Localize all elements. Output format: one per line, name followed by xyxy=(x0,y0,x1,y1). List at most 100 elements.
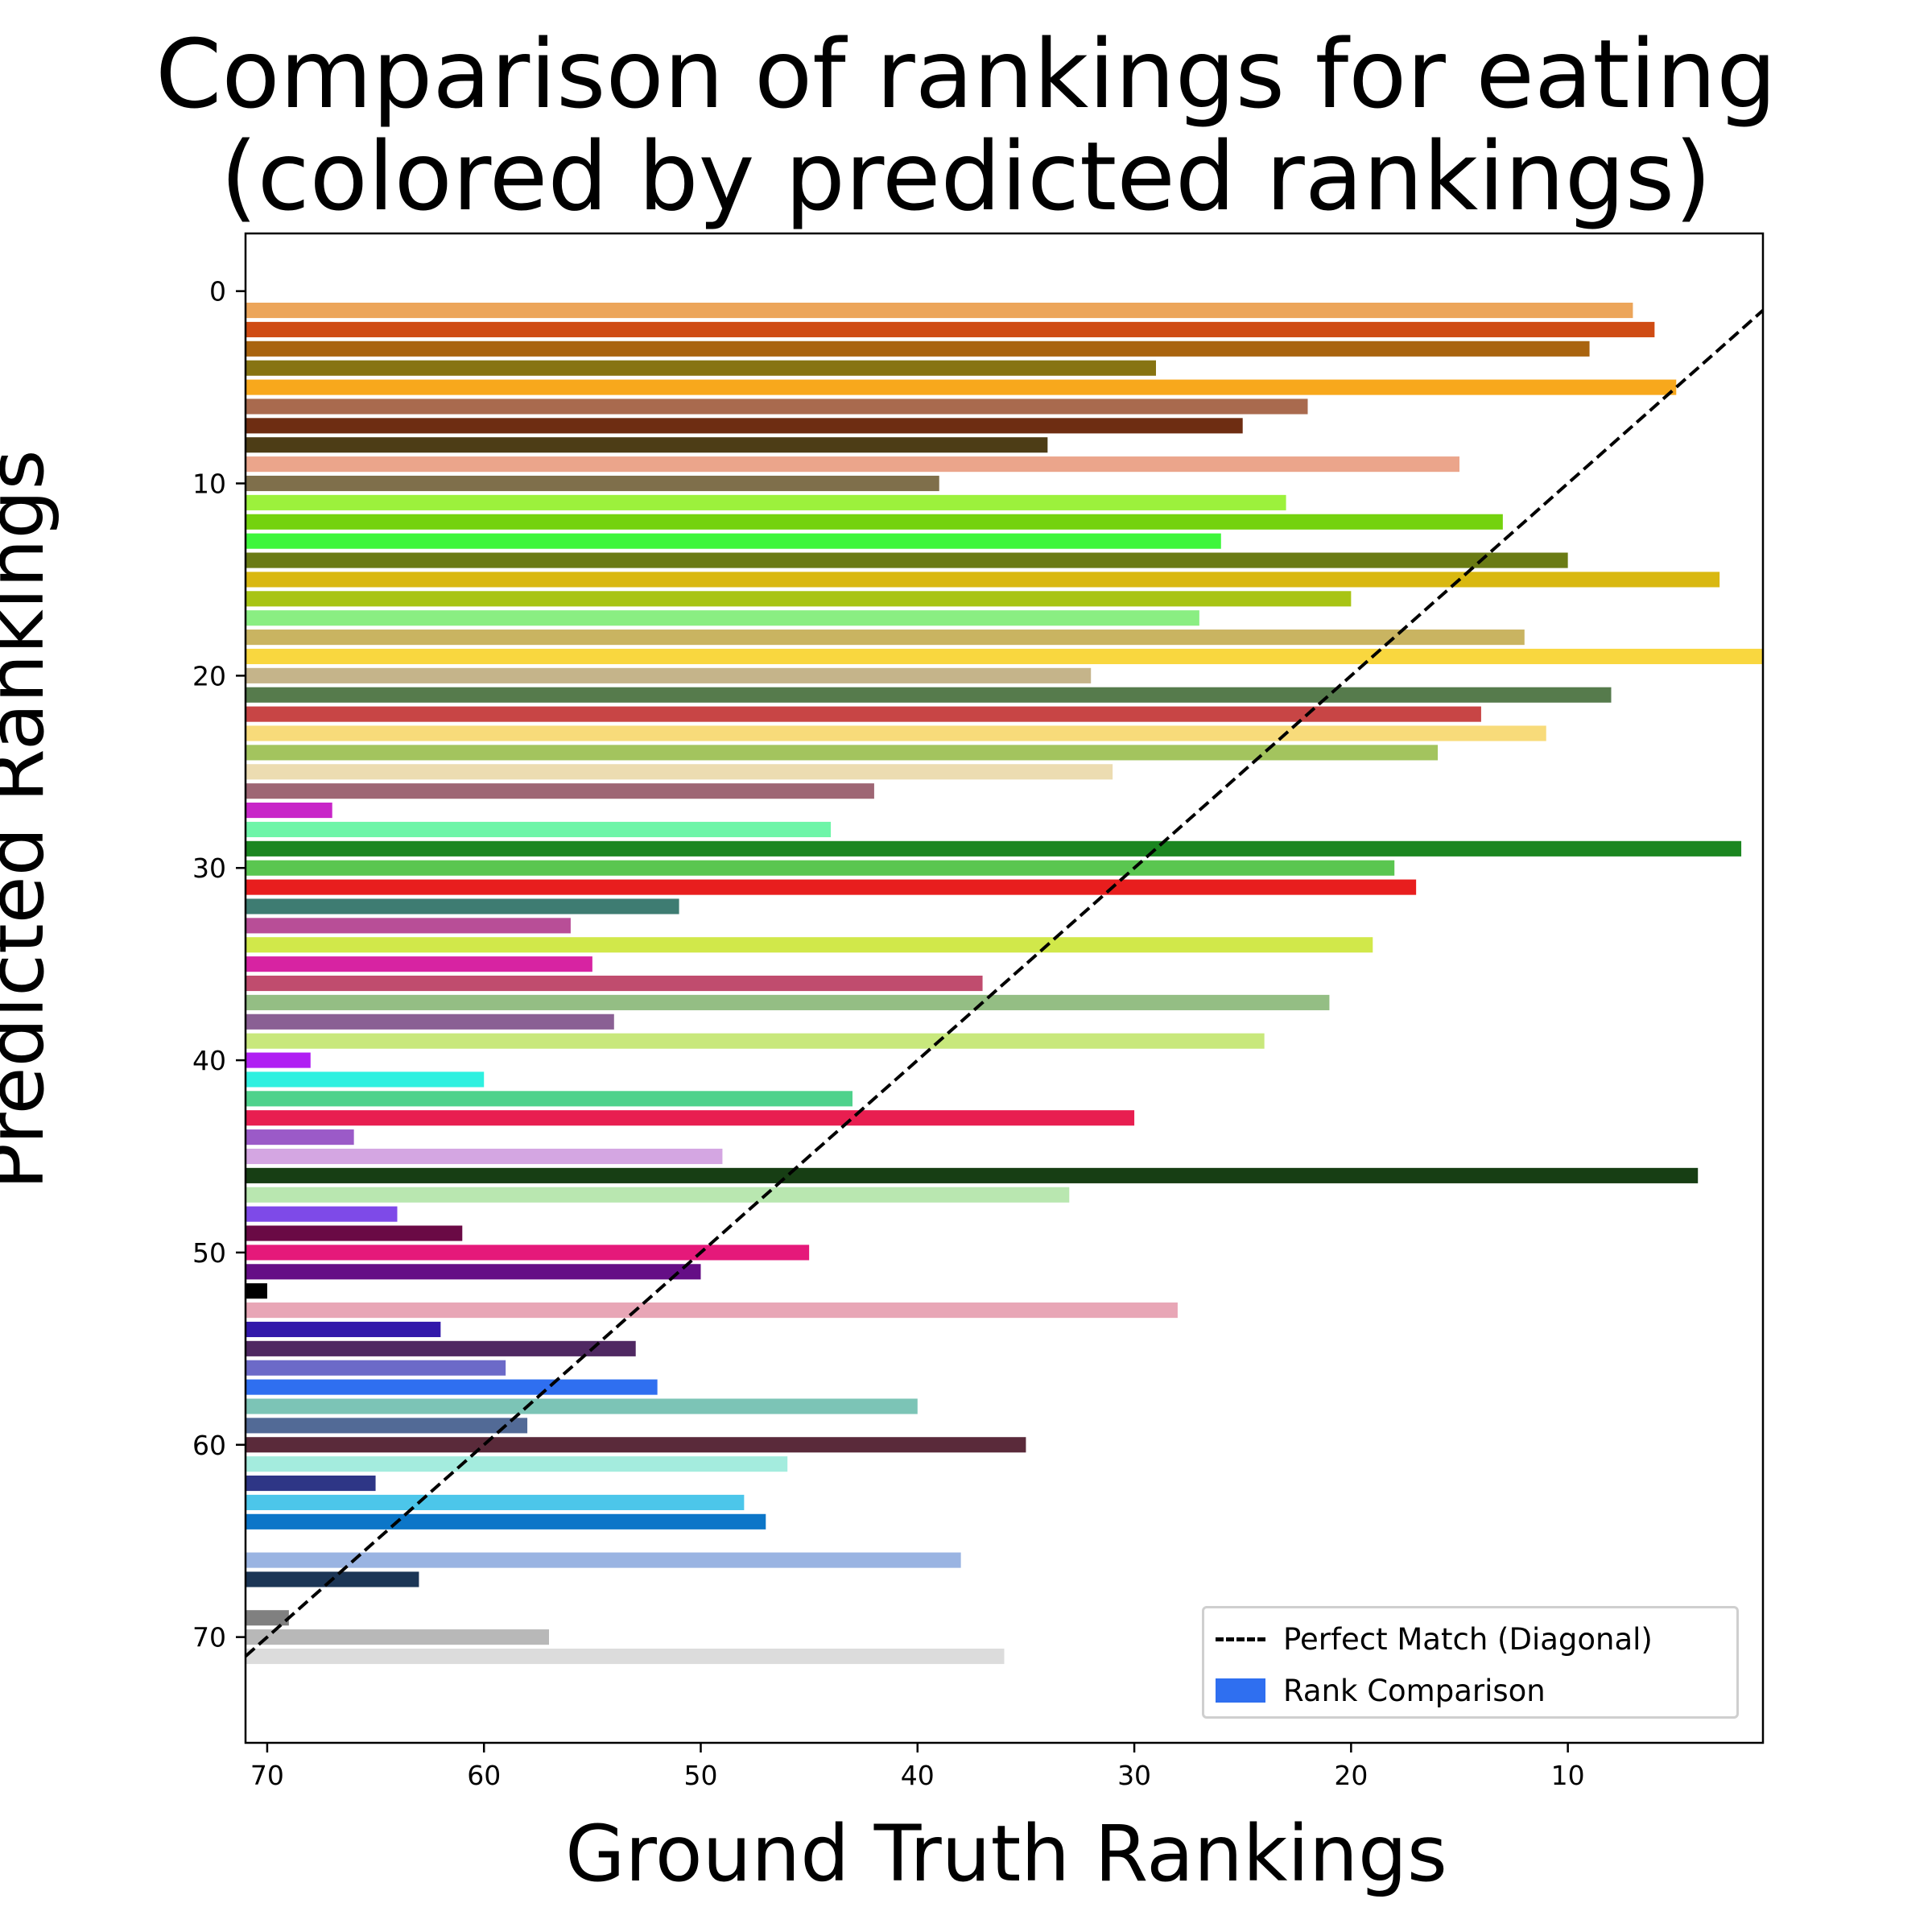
bar-rank-55 xyxy=(246,1340,636,1356)
bar-rank-43 xyxy=(246,1110,1135,1126)
x-tick-label: 40 xyxy=(901,1760,935,1791)
bar-rank-66 xyxy=(246,1552,961,1568)
bar-rank-2 xyxy=(246,321,1655,337)
bar-rank-61 xyxy=(246,1456,788,1472)
bar-swatch xyxy=(1216,1678,1265,1703)
bar-rank-11 xyxy=(246,494,1286,510)
perfect-match-diagonal-line xyxy=(244,309,1765,1658)
bar-rank-23 xyxy=(246,725,1546,741)
legend-entry-diagonal: Perfect Match (Diagonal) xyxy=(1216,1621,1653,1657)
bar-rank-52 xyxy=(246,1283,267,1299)
bar-rank-48 xyxy=(246,1206,398,1222)
bar-rank-29 xyxy=(246,840,1742,857)
bar-rank-35 xyxy=(246,956,592,972)
bar-rank-27 xyxy=(246,803,332,819)
bar-rank-45 xyxy=(246,1148,723,1165)
bar-rank-44 xyxy=(246,1129,354,1146)
bar-rank-63 xyxy=(246,1494,745,1510)
bar-rank-9 xyxy=(246,456,1459,473)
bar-rank-3 xyxy=(246,341,1590,357)
bar-rank-37 xyxy=(246,994,1330,1010)
bar-rank-60 xyxy=(246,1437,1026,1453)
bar-rank-32 xyxy=(246,898,679,914)
bar-rank-24 xyxy=(246,745,1439,761)
bar-rank-20 xyxy=(246,667,1092,683)
x-ticks-layer: 70 60 50 40 30 20 10 xyxy=(250,1743,1585,1791)
bar-rank-38 xyxy=(246,1013,614,1030)
y-tick-label: 30 xyxy=(192,852,226,884)
bar-rank-19 xyxy=(246,648,1763,665)
bar-rank-7 xyxy=(246,418,1243,434)
y-tick-label: 70 xyxy=(192,1622,226,1653)
bar-rank-5 xyxy=(246,379,1677,395)
bars-layer xyxy=(246,302,1763,1665)
x-tick-label: 20 xyxy=(1334,1760,1368,1791)
y-tick-label: 60 xyxy=(192,1430,226,1461)
plot-frame xyxy=(244,232,1765,1744)
chart-title-line-2: (colored by predicted rankings) xyxy=(220,121,1712,232)
bar-rank-50 xyxy=(246,1245,810,1261)
y-tick-label: 0 xyxy=(209,276,226,308)
x-tick-label: 60 xyxy=(467,1760,501,1791)
x-axis-label: Ground Truth Rankings xyxy=(565,1809,1447,1899)
bar-rank-70 xyxy=(246,1629,549,1645)
legend-label-bars: Rank Comparison xyxy=(1283,1673,1546,1708)
legend-label-diagonal: Perfect Match (Diagonal) xyxy=(1283,1621,1653,1657)
bar-rank-28 xyxy=(246,821,832,837)
bar-rank-40 xyxy=(246,1052,311,1068)
bar-rank-15 xyxy=(246,572,1720,588)
y-axis-label: Predicted Rankings xyxy=(0,449,61,1191)
bar-rank-36 xyxy=(246,975,983,992)
bar-rank-18 xyxy=(246,630,1525,646)
bar-rank-41 xyxy=(246,1071,485,1088)
x-tick-label: 10 xyxy=(1551,1760,1585,1791)
bar-rank-21 xyxy=(246,687,1612,703)
y-tick-label: 20 xyxy=(192,660,226,691)
bar-rank-12 xyxy=(246,514,1503,530)
bar-rank-49 xyxy=(246,1225,463,1241)
bar-rank-69 xyxy=(246,1610,289,1626)
bar-rank-71 xyxy=(246,1648,1005,1665)
y-tick-label: 50 xyxy=(192,1237,226,1269)
bar-rank-14 xyxy=(246,552,1568,568)
x-tick-label: 50 xyxy=(684,1760,718,1791)
y-tick-label: 10 xyxy=(192,469,226,500)
legend-entry-bars: Rank Comparison xyxy=(1216,1673,1546,1708)
dashed-line-swatch xyxy=(1216,1637,1265,1641)
bar-rank-56 xyxy=(246,1360,506,1376)
chart-title-line-1: Comparison of rankings for eating xyxy=(155,19,1777,130)
bar-rank-64 xyxy=(246,1513,766,1530)
diagonal-layer xyxy=(244,309,1765,1658)
bar-rank-57 xyxy=(246,1379,658,1395)
bar-rank-62 xyxy=(246,1475,376,1492)
bar-rank-34 xyxy=(246,937,1373,953)
y-ticks-layer: 0 10 20 30 40 50 60 70 xyxy=(192,276,246,1653)
bar-rank-58 xyxy=(246,1398,918,1414)
bar-rank-25 xyxy=(246,764,1113,780)
bar-rank-33 xyxy=(246,918,571,934)
bar-rank-4 xyxy=(246,360,1156,376)
bar-rank-54 xyxy=(246,1321,441,1338)
bar-rank-16 xyxy=(246,591,1352,607)
bar-rank-10 xyxy=(246,475,939,492)
bar-rank-31 xyxy=(246,879,1417,895)
x-tick-label: 70 xyxy=(250,1760,284,1791)
bar-rank-39 xyxy=(246,1033,1265,1049)
bar-rank-47 xyxy=(246,1187,1070,1203)
bar-rank-17 xyxy=(246,610,1199,626)
bar-rank-8 xyxy=(246,437,1048,453)
x-tick-label: 30 xyxy=(1117,1760,1151,1791)
bar-rank-1 xyxy=(246,302,1633,319)
bar-rank-51 xyxy=(246,1264,701,1280)
bar-rank-13 xyxy=(246,533,1221,549)
bar-rank-6 xyxy=(246,398,1308,415)
bar-rank-22 xyxy=(246,706,1481,722)
bar-rank-59 xyxy=(246,1418,528,1434)
bar-rank-26 xyxy=(246,783,874,799)
y-tick-label: 40 xyxy=(192,1045,226,1076)
bar-rank-46 xyxy=(246,1167,1699,1183)
legend: Perfect Match (Diagonal) Rank Comparison xyxy=(1202,1606,1739,1719)
bar-rank-53 xyxy=(246,1302,1178,1319)
bar-rank-30 xyxy=(246,860,1395,876)
